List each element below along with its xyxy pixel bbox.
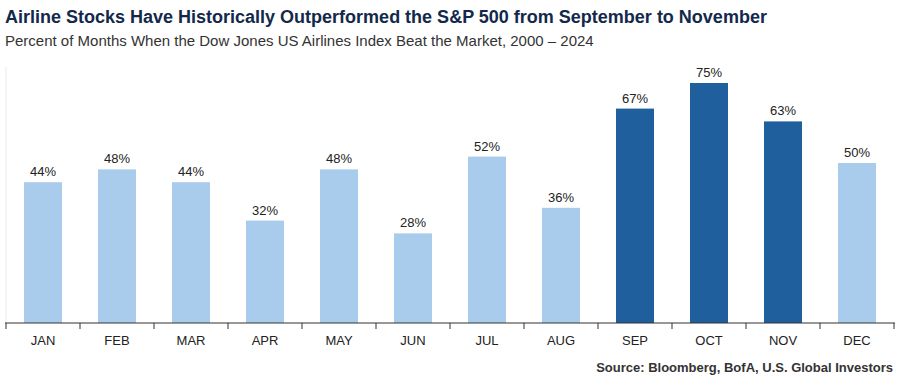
y-axis-line xyxy=(6,67,7,323)
bar xyxy=(764,121,802,323)
data-label: 28% xyxy=(400,215,426,230)
data-label: 44% xyxy=(30,164,56,179)
data-label: 50% xyxy=(844,145,870,160)
labels: 44% JAN 48% FEB 44% MAR 32% APR 48% MAY 28% JUN 52% J… xyxy=(30,65,871,348)
x-tick xyxy=(80,323,81,329)
x-tick-label: DEC xyxy=(843,333,870,348)
bar xyxy=(468,157,506,323)
title: Airline Stocks Have Historically Outperf… xyxy=(5,7,767,27)
x-tick xyxy=(154,323,155,329)
bar xyxy=(320,169,358,323)
data-label: 63% xyxy=(770,103,796,118)
x-tick-label: AUG xyxy=(547,333,575,348)
x-tick-label: APR xyxy=(252,333,279,348)
bar xyxy=(690,83,728,323)
data-label: 52% xyxy=(474,139,500,154)
x-tick xyxy=(450,323,451,329)
x-tick xyxy=(376,323,377,329)
subtitle: Percent of Months When the Dow Jones US … xyxy=(5,32,594,49)
bar xyxy=(24,182,62,323)
data-label: 48% xyxy=(104,151,130,166)
x-tick xyxy=(894,323,895,329)
x-tick-label: JAN xyxy=(31,333,56,348)
x-tick-label: FEB xyxy=(104,333,129,348)
x-tick xyxy=(598,323,599,329)
x-tick-label: JUN xyxy=(400,333,425,348)
bar xyxy=(394,233,432,323)
bar xyxy=(838,163,876,323)
data-label: 32% xyxy=(252,203,278,218)
data-label: 44% xyxy=(178,164,204,179)
x-tick xyxy=(746,323,747,329)
bar xyxy=(246,221,284,323)
x-tick-label: MAR xyxy=(177,333,206,348)
chart: Airline Stocks Have Historically Outperf… xyxy=(0,0,900,380)
x-tick xyxy=(302,323,303,329)
x-tick-label: SEP xyxy=(622,333,648,348)
data-label: 48% xyxy=(326,151,352,166)
bar xyxy=(98,169,136,323)
x-tick xyxy=(524,323,525,329)
x-tick-label: MAY xyxy=(325,333,353,348)
x-tick-label: JUL xyxy=(475,333,498,348)
x-tick xyxy=(820,323,821,329)
x-tick-label: NOV xyxy=(769,333,798,348)
bar xyxy=(542,208,580,323)
bar xyxy=(616,109,654,323)
data-label: 75% xyxy=(696,65,722,80)
bar xyxy=(172,182,210,323)
data-label: 67% xyxy=(622,91,648,106)
bars xyxy=(24,83,876,323)
data-label: 36% xyxy=(548,190,574,205)
x-tick-label: OCT xyxy=(695,333,723,348)
source: Source: Bloomberg, BofA, U.S. Global Inv… xyxy=(596,360,893,375)
x-tick xyxy=(672,323,673,329)
x-tick xyxy=(228,323,229,329)
x-tick xyxy=(6,323,7,329)
